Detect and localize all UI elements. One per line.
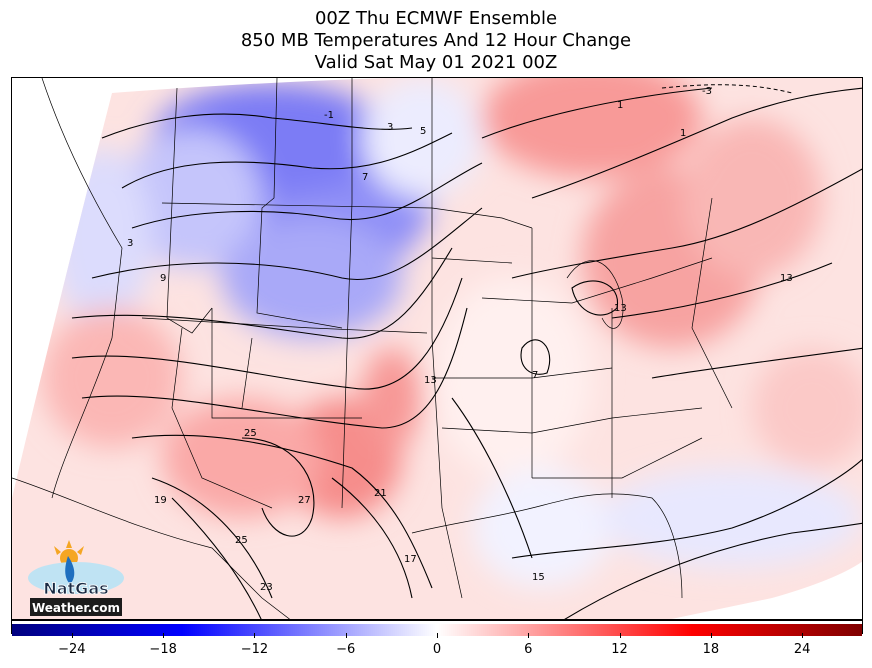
colorbar-tick-label: −6 (336, 642, 356, 657)
contour-label: 5 (420, 126, 426, 137)
contour-label: -1 (324, 110, 334, 121)
contour-label: 27 (298, 495, 311, 506)
contour-label: 7 (532, 370, 538, 381)
colorbar-tick (437, 633, 438, 638)
colorbar-tick (710, 633, 712, 638)
colorbar-tick (163, 633, 165, 638)
colorbar-tick-label: −24 (58, 642, 86, 657)
title-line-3: Valid Sat May 01 2021 00Z (314, 52, 558, 73)
natgas-logo: NatGas Weather.com (24, 538, 128, 620)
contour-label: 15 (532, 572, 545, 583)
logo-text-2: Weather.com (32, 601, 120, 615)
shading-field (12, 78, 862, 619)
political-borders (12, 78, 733, 619)
title-line-2: 850 MB Temperatures And 12 Hour Change (240, 30, 632, 51)
map-canvas: -3 1 -1 3 5 7 9 3 13 7 13 25 27 21 19 25… (12, 78, 862, 619)
colorbar-tick-label: −18 (149, 642, 177, 657)
contour-label: 13 (780, 273, 793, 284)
contour-label: 23 (260, 582, 273, 593)
cloud-icon (28, 562, 124, 594)
contour-label: 25 (235, 535, 248, 546)
colorbar (11, 620, 863, 636)
colorbar-tick (254, 633, 256, 638)
colorbar-gradient (12, 624, 862, 636)
contour-label: 1 (617, 100, 623, 111)
contour-labels: -3 1 -1 3 5 7 9 3 13 7 13 25 27 21 19 25… (127, 86, 793, 593)
colorbar-tick (71, 633, 73, 638)
colorbar-tick-label: 24 (793, 642, 811, 657)
contour-label: 1 (680, 128, 686, 139)
colorbar-tick (345, 633, 347, 638)
contour-label: -3 (702, 86, 712, 97)
contour-label: 13 (614, 303, 627, 314)
colorbar-tick-label: 6 (524, 642, 533, 657)
contour-label: 3 (387, 122, 393, 133)
contour-label: 19 (154, 495, 167, 506)
colorbar-tick-label: −12 (240, 642, 269, 657)
contour-label: 21 (374, 488, 387, 499)
colorbar-tick (802, 633, 804, 638)
temperature-contours (71, 87, 862, 619)
flame-icon (65, 556, 75, 584)
colorbar-tick (528, 633, 530, 638)
contour-label: 25 (244, 428, 257, 439)
temperature-map: -3 1 -1 3 5 7 9 3 13 7 13 25 27 21 19 25… (11, 77, 863, 620)
contour-label: 9 (160, 273, 166, 284)
colorbar-tick-label: 18 (702, 642, 720, 657)
colorbar-tick-label: 12 (611, 642, 628, 657)
logo-text-1: NatGas (43, 579, 108, 598)
colorbar-tick-label: 0 (432, 642, 442, 657)
contour-label: 13 (424, 375, 437, 386)
title-line-1: 00Z Thu ECMWF Ensemble (314, 8, 558, 29)
colorbar-tick (619, 633, 621, 638)
contour-label: 3 (127, 238, 133, 249)
contour-label: 7 (362, 172, 368, 183)
contour-label: 17 (404, 554, 417, 565)
